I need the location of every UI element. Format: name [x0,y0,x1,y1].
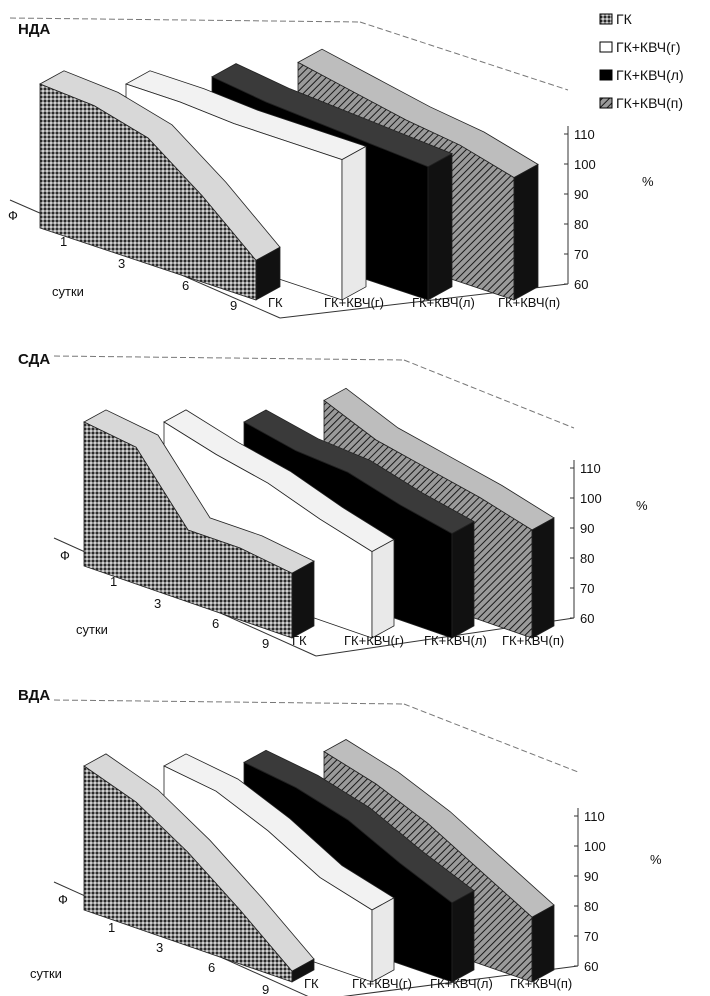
back-wall-top [9,17,361,23]
legend-item-gk: ГК [599,11,633,27]
y-tick-label: 90 [584,869,598,884]
x-label-sda-2: 3 [154,596,161,611]
series-label-nda-1: ГК+КВЧ(г) [324,295,384,310]
back-wall-top [53,699,405,705]
x-label-vda-3: 6 [208,960,215,975]
series-label-nda-3: ГК+КВЧ(п) [498,295,560,310]
series-label-sda-0: ГК [292,633,307,648]
series-label-vda-1: ГК+КВЧ(г) [352,976,412,991]
chart-ribbons-sda [83,387,555,639]
y-axis-ticks-vda: 60 70 80 90 100 110 [574,808,606,974]
legend-swatch-gk-kvch-g [599,41,613,53]
ribbon-end-0 [255,246,281,301]
y-axis-label-vda: % [650,852,662,867]
y-tick-label: 90 [580,521,594,536]
series-label-sda-1: ГК+КВЧ(г) [344,633,404,648]
legend: ГК ГК+КВЧ(г) ГК+КВЧ(л) ГК+КВЧ(п) [599,11,684,111]
ribbon-end-3 [531,517,555,639]
x-axis-title-vda: сутки [30,966,62,981]
ribbon-end-2 [427,152,453,301]
x-label-nda-3: 6 [182,278,189,293]
series-label-vda-3: ГК+КВЧ(п) [510,976,572,991]
x-axis-title-nda: сутки [52,284,84,299]
x-axis-title-sda: сутки [76,622,108,637]
y-tick-label: 60 [580,611,594,626]
legend-label-gk-kvch-p: ГК+КВЧ(п) [616,95,683,111]
ribbon-end-1 [371,897,395,983]
x-label-sda-3: 6 [212,616,219,631]
back-wall-diagonal [403,359,575,429]
y-tick-label: 100 [584,839,606,854]
back-wall-diagonal [403,703,579,773]
chart-title-sda: СДА [18,351,50,368]
chart-ribbons-vda [83,739,555,983]
y-tick-label: 100 [574,157,596,172]
legend-swatch-gk-kvch-p [599,97,613,109]
ribbon-end-2 [451,520,475,639]
x-label-sda-1: 1 [110,574,117,589]
y-tick-label: 90 [574,187,588,202]
series-label-vda-2: ГК+КВЧ(л) [430,976,493,991]
y-tick-label: 80 [584,899,598,914]
x-label-vda-4: 9 [262,982,269,996]
chart-title-vda: ВДА [18,687,50,704]
ribbon-end-0 [291,958,315,983]
chart-ribbons-nda [39,48,539,301]
x-label-vda-1: 1 [108,920,115,935]
x-label-sda-4: 9 [262,636,269,651]
x-label-vda-2: 3 [156,940,163,955]
y-tick-label: 70 [580,581,594,596]
y-axis-label-nda: % [642,174,654,189]
series-label-nda-2: ГК+КВЧ(л) [412,295,475,310]
legend-item-gk-kvch-g: ГК+КВЧ(г) [599,39,681,55]
legend-item-gk-kvch-p: ГК+КВЧ(п) [599,95,683,111]
y-tick-label: 110 [580,461,601,476]
y-tick-label: 80 [580,551,594,566]
ribbon-end-1 [371,538,395,639]
x-label-sda-0: Ф [60,548,70,563]
ribbon-end-3 [531,904,555,983]
legend-label-gk-kvch-g: ГК+КВЧ(г) [616,39,681,55]
y-axis-ticks-nda: 60 70 80 90 100 110 [564,126,596,292]
legend-label-gk-kvch-l: ГК+КВЧ(л) [616,67,684,83]
back-wall-diagonal [359,21,569,91]
y-axis-label-sda: % [636,498,648,513]
legend-item-gk-kvch-l: ГК+КВЧ(л) [599,67,684,83]
legend-swatch-gk [599,13,613,25]
legend-swatch-gk-kvch-l [599,69,613,81]
back-wall-top [53,355,405,361]
ribbon-end-3 [513,163,539,301]
series-label-sda-2: ГК+КВЧ(л) [424,633,487,648]
x-label-nda-4: 9 [230,298,237,313]
x-label-nda-0: Ф [8,208,18,223]
x-label-nda-2: 3 [118,256,125,271]
series-label-sda-3: ГК+КВЧ(п) [502,633,564,648]
series-label-nda-0: ГК [268,295,283,310]
ribbon-end-2 [451,890,475,983]
y-axis-ticks-sda: 60 70 80 90 100 110 [570,460,602,626]
y-tick-label: 60 [584,959,598,974]
y-tick-label: 80 [574,217,588,232]
x-label-nda-1: 1 [60,234,67,249]
y-tick-label: 60 [574,277,588,292]
ribbon-end-1 [341,145,367,301]
y-tick-label: 110 [584,809,605,824]
x-label-vda-0: Ф [58,892,68,907]
y-tick-label: 70 [574,247,588,262]
ribbon-end-0 [291,560,315,639]
chart-title-nda: НДА [18,21,51,38]
series-label-vda-0: ГК [304,976,319,991]
y-tick-label: 100 [580,491,602,506]
y-tick-label: 110 [574,127,595,142]
legend-label-gk: ГК [616,11,633,27]
y-tick-label: 70 [584,929,598,944]
